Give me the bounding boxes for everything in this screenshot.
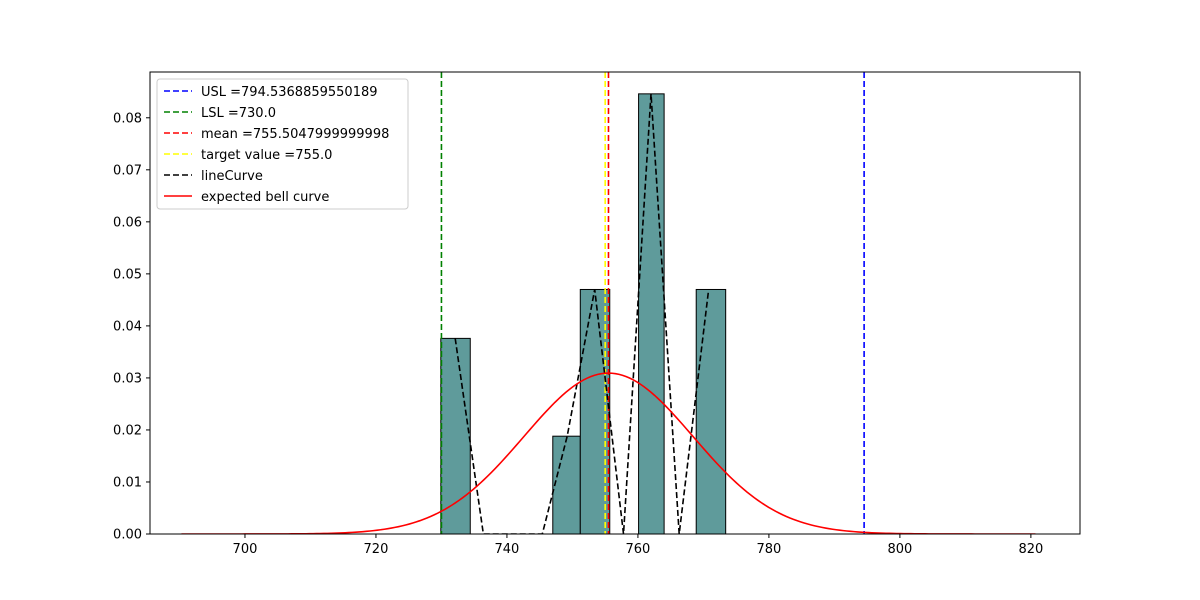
plot-area — [181, 72, 1036, 534]
y-tick-label: 0.06 — [113, 215, 142, 230]
y-tick-label: 0.08 — [113, 111, 142, 126]
x-tick-label: 780 — [756, 542, 781, 557]
y-tick-label: 0.00 — [113, 528, 142, 543]
x-tick-label: 740 — [495, 542, 520, 557]
histogram-bar — [440, 337, 471, 534]
x-tick-label: 800 — [887, 542, 912, 557]
y-tick-label: 0.05 — [113, 267, 142, 282]
axes: 700 720 740 760 780 800 820 0.00 0.01 0.02 0.03 0.0… — [113, 71, 1081, 557]
legend-label-lsl: LSL =730.0 — [201, 106, 276, 121]
legend-label-usl: USL =794.5368859550189 — [201, 85, 378, 100]
y-tick-label: 0.04 — [113, 319, 142, 334]
legend-label-bell-curve: expected bell curve — [201, 190, 329, 205]
histogram-bar — [552, 435, 581, 534]
histogram-bar — [579, 288, 611, 534]
bell-curve-line — [181, 372, 1036, 534]
plot-content — [181, 72, 1036, 534]
histogram-bar — [638, 93, 665, 534]
x-tick-label: 720 — [364, 542, 389, 557]
y-tick-label: 0.07 — [113, 163, 142, 178]
legend-box — [156, 78, 409, 210]
x-tick-label: 760 — [626, 542, 651, 557]
legend-label-line-curve: lineCurve — [201, 169, 263, 184]
x-tick-label: 820 — [1018, 542, 1043, 557]
line-curve-series — [454, 93, 710, 534]
legend-label-mean: mean =755.5047999999998 — [201, 127, 389, 142]
legend-label-target: target value =755.0 — [201, 148, 332, 163]
y-tick-label: 0.03 — [113, 371, 142, 386]
axes-frame — [149, 71, 1081, 535]
y-tick-label: 0.01 — [113, 475, 142, 490]
legend: USL =794.5368859550189 LSL =730.0 mean =75… — [156, 78, 409, 210]
x-tick-label: 700 — [233, 542, 258, 557]
histogram-bar — [695, 288, 727, 534]
y-tick-label: 0.02 — [113, 423, 142, 438]
